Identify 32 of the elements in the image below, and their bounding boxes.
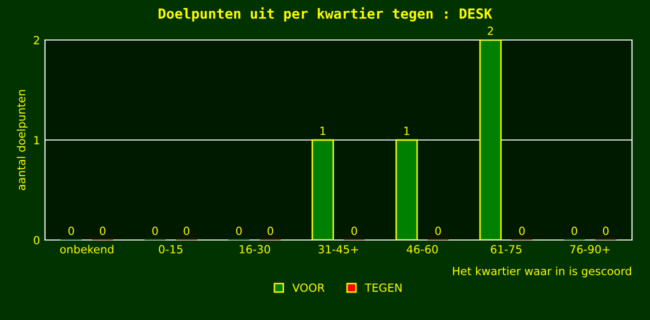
x-tick-label: 61-75 <box>490 245 522 254</box>
y-tick-label: 1 <box>34 136 40 144</box>
data-label: 0 <box>152 226 158 236</box>
data-label: 0 <box>435 226 441 236</box>
data-label: 0 <box>602 226 609 236</box>
data-label: 1 <box>320 126 326 135</box>
x-tick-label: onbekend <box>60 244 114 254</box>
data-label: 0 <box>236 226 242 236</box>
legend-label: VOOR <box>292 283 325 292</box>
x-tick-label: 0-15 <box>158 245 182 254</box>
y-axis-title: aantal doelpunten <box>16 90 28 190</box>
x-tick-label: 16-30 <box>240 245 270 254</box>
data-label: 0 <box>572 226 578 236</box>
data-label: 0 <box>519 226 525 236</box>
x-tick-label: 31-45+ <box>318 245 358 254</box>
x-axis-title: Het kwartier waar in is gescoord <box>453 266 631 278</box>
legend-label: TEGEN <box>364 283 402 292</box>
bar <box>395 139 418 240</box>
y-tick-label: 2 <box>34 36 40 44</box>
y-tick-label: 0 <box>34 236 40 244</box>
x-tick-label: 46-60 <box>406 245 438 254</box>
bar <box>479 40 502 240</box>
data-label: 0 <box>268 226 274 236</box>
data-label: 1 <box>404 126 410 135</box>
data-label: 0 <box>100 226 106 236</box>
bar <box>312 139 334 240</box>
data-label: 2 <box>488 26 493 35</box>
x-tick-label: 76-90+ <box>570 245 610 254</box>
data-label: 0 <box>68 226 74 236</box>
data-label: 0 <box>351 226 358 236</box>
data-label: 0 <box>184 226 190 236</box>
chart-title: Doelpunten uit per kwartier tegen : DESK <box>158 7 492 22</box>
